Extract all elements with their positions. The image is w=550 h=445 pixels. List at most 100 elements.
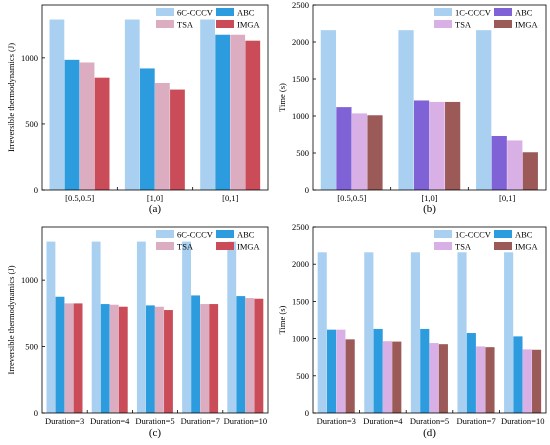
x-tick-label: [0.5,0.5] [337,193,366,203]
x-tick-label: Duration=3 [45,416,84,426]
legend-swatch [216,230,234,238]
bar [200,19,215,190]
bar [438,344,448,413]
y-axis-label: Irreversible thermodynamics (J) [6,43,16,152]
legend-swatch [156,242,174,250]
x-tick-label: Duration=3 [317,416,356,426]
bar [254,298,264,413]
bar [429,101,445,190]
bar [91,241,101,413]
x-tick-label: Duration=10 [501,416,545,426]
bar [466,333,476,413]
panel-0: 0 500 1000 [0.5,0.5] [1,0] [0,1] Irreversible … [6,4,269,215]
legend: 6C-CCCV ABC TSA IMGA [156,8,261,30]
legend-swatch [434,20,452,28]
y-tick-label: 1500 [292,74,309,84]
legend-swatch [434,8,452,16]
bar [164,310,173,413]
y-tick-label: 2500 [292,0,309,10]
bar [200,304,210,413]
bar [230,34,246,191]
bar [73,303,83,413]
x-tick-label: [0,1] [222,193,238,203]
y-tick-label: 0 [305,408,309,418]
bar [326,329,337,413]
legend-swatch [434,230,452,238]
bar [491,135,507,190]
bar [351,113,368,190]
y-tick-label: 1500 [292,296,309,306]
legend-label: IMGA [237,20,261,30]
x-tick-label: Duration=4 [363,416,403,426]
legend-swatch [216,20,234,28]
panel-2: 0 500 1000 Duration=3 Duration=4 Duration=5 Du… [6,226,269,439]
legend-label: ABC [237,230,255,240]
bar [429,343,439,413]
legend-swatch [494,8,512,16]
legend-label: IMGA [515,20,539,30]
x-tick-label: Duration=7 [456,416,495,426]
bar [507,140,523,190]
bar [64,303,74,413]
y-tick-label: 1000 [292,334,309,344]
y-tick-label: 2500 [292,222,309,232]
bar [485,347,495,413]
legend-swatch [156,230,174,238]
bar [236,296,246,413]
legend-label: ABC [237,8,255,18]
legend-label: IMGA [237,242,261,252]
bar [49,19,65,190]
panel-caption: (b) [423,203,436,215]
plot-frame [312,226,547,414]
y-tick-label: 1000 [21,275,38,285]
bar [392,341,402,413]
x-tick-label: Duration=7 [181,416,220,426]
y-axis-label: Time (s) [277,83,287,112]
y-tick-label: 500 [25,119,38,129]
y-tick-label: 2000 [292,259,309,269]
legend-swatch [494,230,512,238]
panel-caption: (c) [149,427,162,439]
bar [398,30,414,190]
panel-caption: (a) [149,203,162,215]
y-tick-label: 2000 [292,37,309,47]
bar [364,252,374,413]
bar [420,328,430,413]
bar [46,241,56,413]
bar [457,252,467,413]
bar [345,339,355,413]
legend: 6C-CCCV ABC TSA IMGA [156,230,261,252]
bar [109,304,119,413]
y-tick-label: 500 [25,342,38,352]
bar [145,305,155,413]
bar [64,59,80,191]
bar [55,296,65,413]
legend-label: 1C-CCCV [455,230,492,240]
legend-label: 1C-CCCV [455,8,492,18]
bars [320,30,538,190]
y-tick-label: 1000 [21,53,38,63]
legend-swatch [216,242,234,250]
x-tick-label: Duration=5 [135,416,174,426]
y-tick-label: 500 [296,148,309,158]
legend-swatch [216,8,234,16]
panel-3: 0 500 1000 1500 2000 2500 Duration=3 Duration=4… [277,222,547,439]
y-axis-label: Time (s) [277,305,287,334]
legend-swatch [494,242,512,250]
legend: 1C-CCCV ABC TSA IMGA [434,8,539,30]
bar [170,89,185,190]
bar [476,346,486,413]
bar [79,62,95,191]
plot-frame [312,4,547,191]
bar [336,107,352,190]
bar [513,336,523,413]
bar [118,306,128,413]
bar [191,295,201,413]
bar [336,329,346,413]
y-tick-label: 1000 [292,111,309,121]
legend-label: ABC [515,230,533,240]
bars [317,252,542,413]
bar [522,152,538,190]
bar [245,298,255,413]
